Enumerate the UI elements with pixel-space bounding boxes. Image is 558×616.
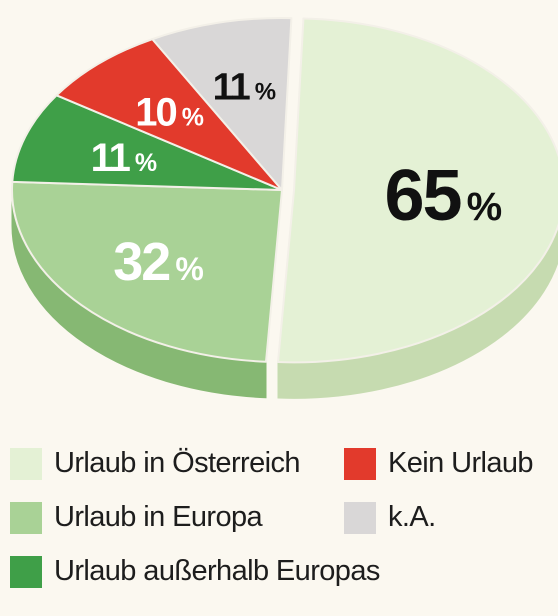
slice-value-label: 11% [91,136,157,180]
slice-value-label: 32% [113,232,203,292]
pie-tops [11,17,558,364]
slice-unit: % [135,149,157,177]
slice-value: 65 [384,156,461,236]
slice-value-label: 11% [213,67,276,109]
pie-slice [11,180,283,363]
pie-slice [55,38,283,191]
pie-slice [151,17,293,191]
pie-labels: 65 %32 %11 %10 %11% [91,67,504,293]
slice-value: 10 [135,91,176,135]
slice-unit: % [467,185,502,229]
slice-value-label: 10% [135,91,204,135]
slice-unit: % [255,79,276,106]
slice-unit: % [182,104,204,132]
slice-value: 11 [91,136,131,180]
slice-value-label: 65% [384,156,501,236]
slice-value: 32 [113,232,169,292]
pie-slice [11,94,283,191]
slice-unit: % [175,251,203,287]
slice-value: 11 [213,67,251,109]
pie-slice [276,17,558,364]
